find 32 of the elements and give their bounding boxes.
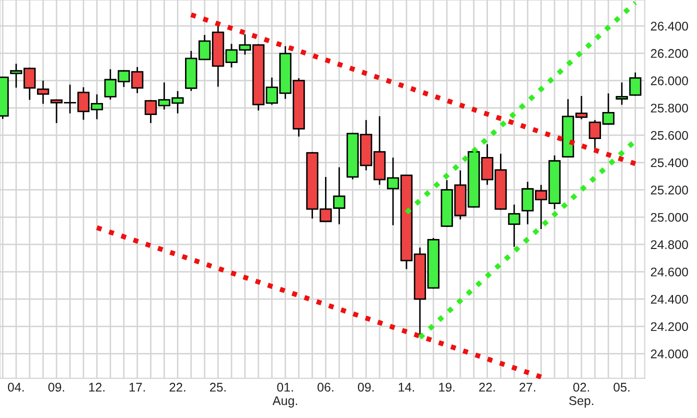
x-tick-label: 05. xyxy=(614,382,630,392)
y-tick-label: 24.800 xyxy=(650,240,688,250)
candlestick xyxy=(629,72,642,96)
x-tick-label: 09. xyxy=(358,382,374,392)
x-tick-label: 04. xyxy=(8,382,24,392)
x-tick-label: 02. Sep. xyxy=(569,382,594,408)
x-tick-label: 12. xyxy=(89,382,104,392)
y-tick-label: 26.400 xyxy=(650,22,688,31)
y-tick-label: 25.400 xyxy=(650,158,688,168)
y-tick-label: 26.000 xyxy=(650,76,688,86)
x-tick-label: 22. xyxy=(170,382,186,392)
y-tick-label: 25.800 xyxy=(650,104,688,113)
x-tick-label: 27. xyxy=(520,382,536,392)
x-tick-label: 14. xyxy=(398,382,414,392)
x-tick-label: 25. xyxy=(210,382,226,392)
x-tick-label: 19. xyxy=(439,382,454,392)
y-tick-label: 25.600 xyxy=(650,131,688,140)
y-tick-label: 24.200 xyxy=(650,322,688,332)
x-tick-label: 06. xyxy=(318,382,334,392)
candlestick xyxy=(616,82,628,105)
y-tick-label: 26.200 xyxy=(650,49,688,58)
y-tick-label: 25.200 xyxy=(650,186,688,194)
candlestick xyxy=(36,80,50,104)
candlestick xyxy=(508,204,520,247)
y-tick-label: 25.000 xyxy=(650,212,688,222)
y-tick-label: 24.000 xyxy=(650,350,688,358)
x-tick-label: 17. xyxy=(130,382,145,392)
y-tick-label: 24.400 xyxy=(650,294,688,304)
x-tick-label: 01. Aug. xyxy=(272,382,298,408)
y-tick-label: 24.600 xyxy=(650,268,688,276)
x-tick-label: 09. xyxy=(48,382,64,392)
x-tick-label: 22. xyxy=(479,382,495,392)
